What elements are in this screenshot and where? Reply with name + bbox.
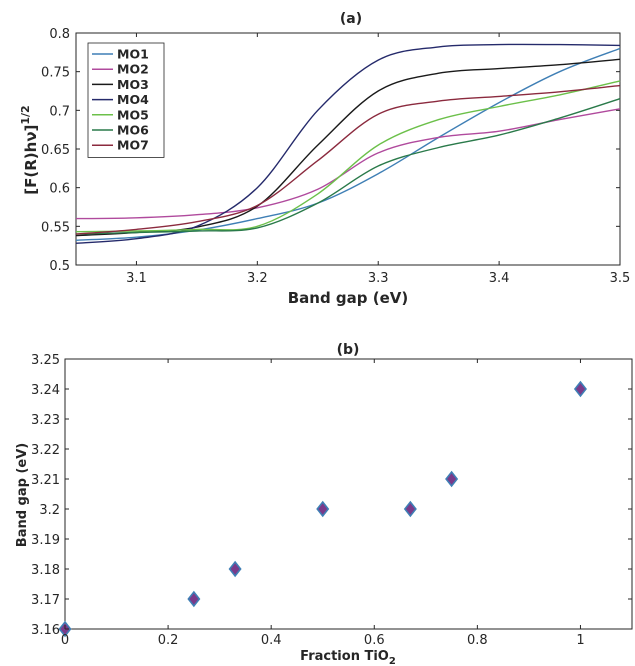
series-line-mo4 [75, 43, 621, 244]
chart-a-y-tick-label: 0.7 [49, 104, 70, 119]
chart-a-plot-area [75, 32, 621, 266]
chart-a-y-ticks: 0.5 0.55 0.6 0.65 0.7 0.75 0.8 [41, 27, 620, 274]
chart-b-y-tick-label: 3.21 [31, 473, 60, 488]
legend-label-mo7: MO7 [117, 138, 149, 153]
chart-b-plot-area [58, 358, 633, 638]
legend-label-mo2: MO2 [117, 62, 149, 77]
chart-b-x-tick-label: 0.6 [364, 633, 385, 648]
chart-a-title: (a) [340, 11, 362, 27]
legend-label-mo5: MO5 [117, 107, 149, 122]
chart-a-x-tick-label: 3.4 [489, 271, 510, 286]
chart-b-y-tick-label: 3.2 [39, 503, 60, 518]
legend-label-mo4: MO4 [117, 92, 149, 107]
chart-b-frame [64, 358, 633, 630]
scatter-point [187, 590, 201, 608]
chart-b-x-label: Fraction TiO2 [300, 649, 396, 666]
chart-b-x-ticks: 0 0.2 0.4 0.6 0.8 1 [61, 359, 585, 648]
scatter-point [445, 470, 459, 488]
chart-a-x-tick-label: 3.3 [368, 271, 389, 286]
chart-b-y-tick-label: 3.25 [31, 353, 60, 368]
chart-b-title: (b) [337, 342, 360, 358]
scatter-point [228, 560, 242, 578]
scatter-point [403, 500, 417, 518]
chart-b-x-tick-label: 1 [576, 633, 584, 648]
chart-b-y-tick-label: 3.17 [31, 593, 60, 608]
chart-b-x-tick-label: 0.8 [467, 633, 488, 648]
chart-a-y-label-main: [F(R)hν] [22, 125, 40, 195]
chart-b-y-tick-label: 3.22 [31, 443, 60, 458]
chart-a-y-label-superscript: 1/2 [19, 105, 32, 124]
legend-label-mo3: MO3 [117, 77, 149, 92]
chart-a-x-tick-label: 3.2 [247, 271, 268, 286]
chart-a-x-tick-label: 3.1 [126, 271, 147, 286]
chart-a-x-tick-label: 3.5 [610, 271, 631, 286]
chart-b-x-tick-label: 0 [61, 633, 69, 648]
legend-label-mo1: MO1 [117, 47, 149, 62]
chart-b-y-label: Band gap (eV) [15, 443, 30, 547]
chart-a-y-tick-label: 0.75 [41, 66, 70, 81]
chart-b-y-tick-label: 3.16 [31, 623, 60, 638]
chart-a-y-tick-label: 0.6 [49, 182, 70, 197]
chart-a-y-label: [F(R)hν]1/2 [19, 105, 40, 194]
series-line-mo5 [75, 80, 621, 233]
chart-b-y-tick-label: 3.23 [31, 413, 60, 428]
chart-b-y-tick-label: 3.18 [31, 563, 60, 578]
chart-a-y-tick-label: 0.5 [49, 259, 70, 274]
chart-a-y-tick-label: 0.55 [41, 220, 70, 235]
scatter-point [316, 500, 330, 518]
chart-b-x-label-subscript: 2 [389, 656, 396, 666]
chart-a-x-ticks: 3.1 3.2 3.3 3.4 3.5 [126, 33, 630, 286]
chart-a-y-tick-label: 0.65 [41, 143, 70, 158]
scatter-point [573, 380, 587, 398]
chart-b-x-tick-label: 0.2 [158, 633, 179, 648]
chart-a-x-label: Band gap (eV) [288, 289, 409, 307]
chart-a-y-tick-label: 0.8 [49, 27, 70, 42]
chart-b-y-tick-label: 3.24 [31, 383, 60, 398]
chart-b: (b) 0 0.2 0.4 0.6 0.8 1 3.163.173.183.193.23.… [15, 342, 633, 666]
series-line-mo7 [75, 84, 621, 235]
chart-b-y-ticks: 3.16 3.17 3.18 3.19 3.2 3.21 3.22 3.23 3.24 3.25 [31, 353, 632, 638]
chart-b-y-tick-label: 3.19 [31, 533, 60, 548]
chart-b-x-label-main: Fraction TiO [300, 649, 389, 664]
legend-label-mo6: MO6 [117, 123, 149, 138]
chart-a: (a) 3.1 3.2 3.3 3.4 3.5 0.5 0.55 0.6 0.65 0.7 0.7… [19, 11, 630, 307]
series-line-mo2 [75, 108, 621, 220]
chart-b-x-tick-label: 0.4 [261, 633, 282, 648]
series-line-mo6 [75, 98, 621, 235]
